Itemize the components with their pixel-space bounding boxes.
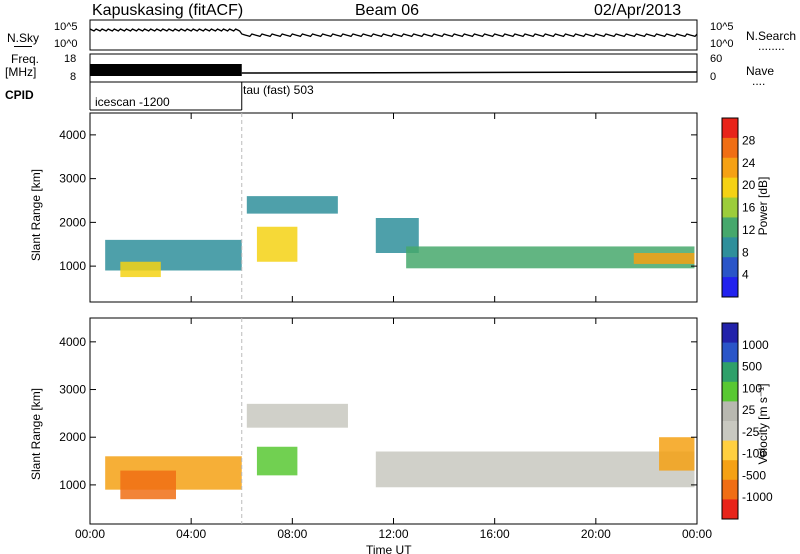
cpid-label: CPID	[5, 88, 34, 102]
power-colorbar-tick-1: 24	[742, 156, 756, 170]
x-axis-title: Time UT	[366, 543, 412, 554]
count-tick-bottom-left: 10^0	[54, 38, 78, 50]
freq-label-2: [MHz]	[5, 65, 37, 79]
nave-label: Nave	[746, 64, 775, 78]
velocity-colorbar-cell-9	[722, 499, 738, 520]
time-tick-label-2: 08:00	[277, 527, 307, 541]
velocity-colorbar-tick-6: -500	[742, 468, 766, 482]
time-tick-label-6: 00:00	[682, 527, 712, 541]
cpid-mode-2: tau (fast) 503	[243, 83, 314, 97]
velocity-colorbar-tick-7: -1000	[742, 490, 773, 504]
power-region-3	[246, 196, 338, 214]
power-colorbar-cell-2	[722, 157, 738, 179]
power-ytick-label-0: 1000	[59, 259, 86, 273]
velocity-colorbar-cell-2	[722, 362, 738, 383]
nsearch-legend-dots: ........	[758, 39, 785, 53]
nave-trace	[241, 71, 698, 74]
velocity-ytick-label-3: 4000	[59, 335, 86, 349]
time-tick-label-3: 12:00	[378, 527, 408, 541]
velocity-region-3	[246, 403, 348, 428]
frequency-block	[90, 64, 242, 76]
velocity-colorbar-tick-2: 100	[742, 381, 762, 395]
count-tick-top-left: 10^5	[54, 21, 78, 33]
velocity-colorbar-tick-5: -100	[742, 447, 766, 461]
power-colorbar-cell-1	[722, 137, 738, 159]
nsky-legend-line	[14, 46, 32, 47]
velocity-colorbar-cell-3	[722, 381, 738, 402]
power-colorbar-frame	[721, 117, 739, 298]
power-colorbar-cell-3	[722, 177, 738, 199]
date-title: 02/Apr/2013	[594, 2, 682, 19]
time-tick-label-1: 04:00	[176, 527, 206, 541]
power-colorbar-cell-8	[722, 277, 738, 298]
cpid-mode-1: icescan -1200	[95, 95, 170, 109]
velocity-region-5	[659, 437, 695, 471]
velocity-ytick-label-1: 2000	[59, 430, 86, 444]
power-colorbar-cell-7	[722, 257, 738, 278]
beam-title: Beam 06	[355, 2, 420, 19]
power-colorbar-tick-3: 16	[742, 201, 756, 215]
velocity-colorbar-tick-4: -25	[742, 425, 760, 439]
velocity-ytick-label-2: 3000	[59, 383, 86, 397]
velocity-colorbar-tick-0: 1000	[742, 338, 769, 352]
velocity-region-1	[120, 470, 176, 500]
station-title: Kapuskasing (fitACF)	[92, 2, 244, 19]
velocity-colorbar-cell-8	[722, 479, 738, 500]
nave-tick-bottom: 0	[710, 71, 717, 83]
power-colorbar-tick-6: 4	[742, 268, 749, 282]
power-ytick-label-3: 4000	[59, 128, 86, 142]
velocity-region-4	[375, 451, 695, 488]
power-region-1	[120, 261, 161, 278]
power-ytick-label-2: 3000	[59, 172, 86, 186]
velocity-region-2	[256, 446, 298, 476]
nsearch-label: N.Search	[746, 29, 797, 43]
freq-tick-top: 18	[64, 53, 77, 65]
power-frame	[89, 112, 698, 303]
nsky-label: N.Sky	[7, 31, 40, 45]
velocity-colorbar-cell-7	[722, 460, 738, 481]
power-colorbar-cell-4	[722, 197, 738, 218]
velocity-frame	[89, 317, 698, 525]
power-colorbar-tick-2: 20	[742, 178, 756, 192]
power-colorbar-tick-5: 8	[742, 245, 749, 259]
nave-tick-top: 60	[710, 53, 723, 65]
freq-label-1: Freq.	[11, 52, 40, 66]
velocity-colorbar-cell-6	[722, 440, 738, 461]
power-region-6	[633, 253, 695, 264]
count-tick-bottom-right: 10^0	[710, 38, 734, 50]
velocity-colorbar-cell-5	[722, 421, 738, 442]
time-tick-label-4: 16:00	[480, 527, 510, 541]
velocity-colorbar-cell-1	[722, 342, 738, 363]
power-ytick-label-1: 2000	[59, 215, 86, 229]
power-colorbar-cell-6	[722, 237, 738, 258]
power-region-2	[256, 226, 298, 262]
power-colorbar-cell-0	[722, 118, 738, 139]
power-colorbar-cell-5	[722, 217, 738, 238]
velocity-colorbar-tick-3: 25	[742, 403, 756, 417]
nsky-trace	[89, 28, 698, 38]
power-colorbar-tick-4: 12	[742, 223, 756, 237]
time-tick-label-0: 00:00	[75, 527, 105, 541]
nave-legend-dots: ....	[752, 74, 766, 88]
power-colorbar-tick-0: 28	[742, 133, 756, 147]
freq-tick-bottom: 8	[70, 71, 77, 83]
time-tick-label-5: 20:00	[581, 527, 611, 541]
power-region-5	[406, 246, 695, 269]
count-tick-top-right: 10^5	[710, 21, 734, 33]
velocity-colorbar-frame	[721, 322, 739, 520]
velocity-colorbar-cell-0	[722, 323, 738, 344]
velocity-colorbar-cell-4	[722, 401, 738, 422]
velocity-ytick-label-0: 1000	[59, 478, 86, 492]
velocity-colorbar-tick-1: 500	[742, 360, 762, 374]
